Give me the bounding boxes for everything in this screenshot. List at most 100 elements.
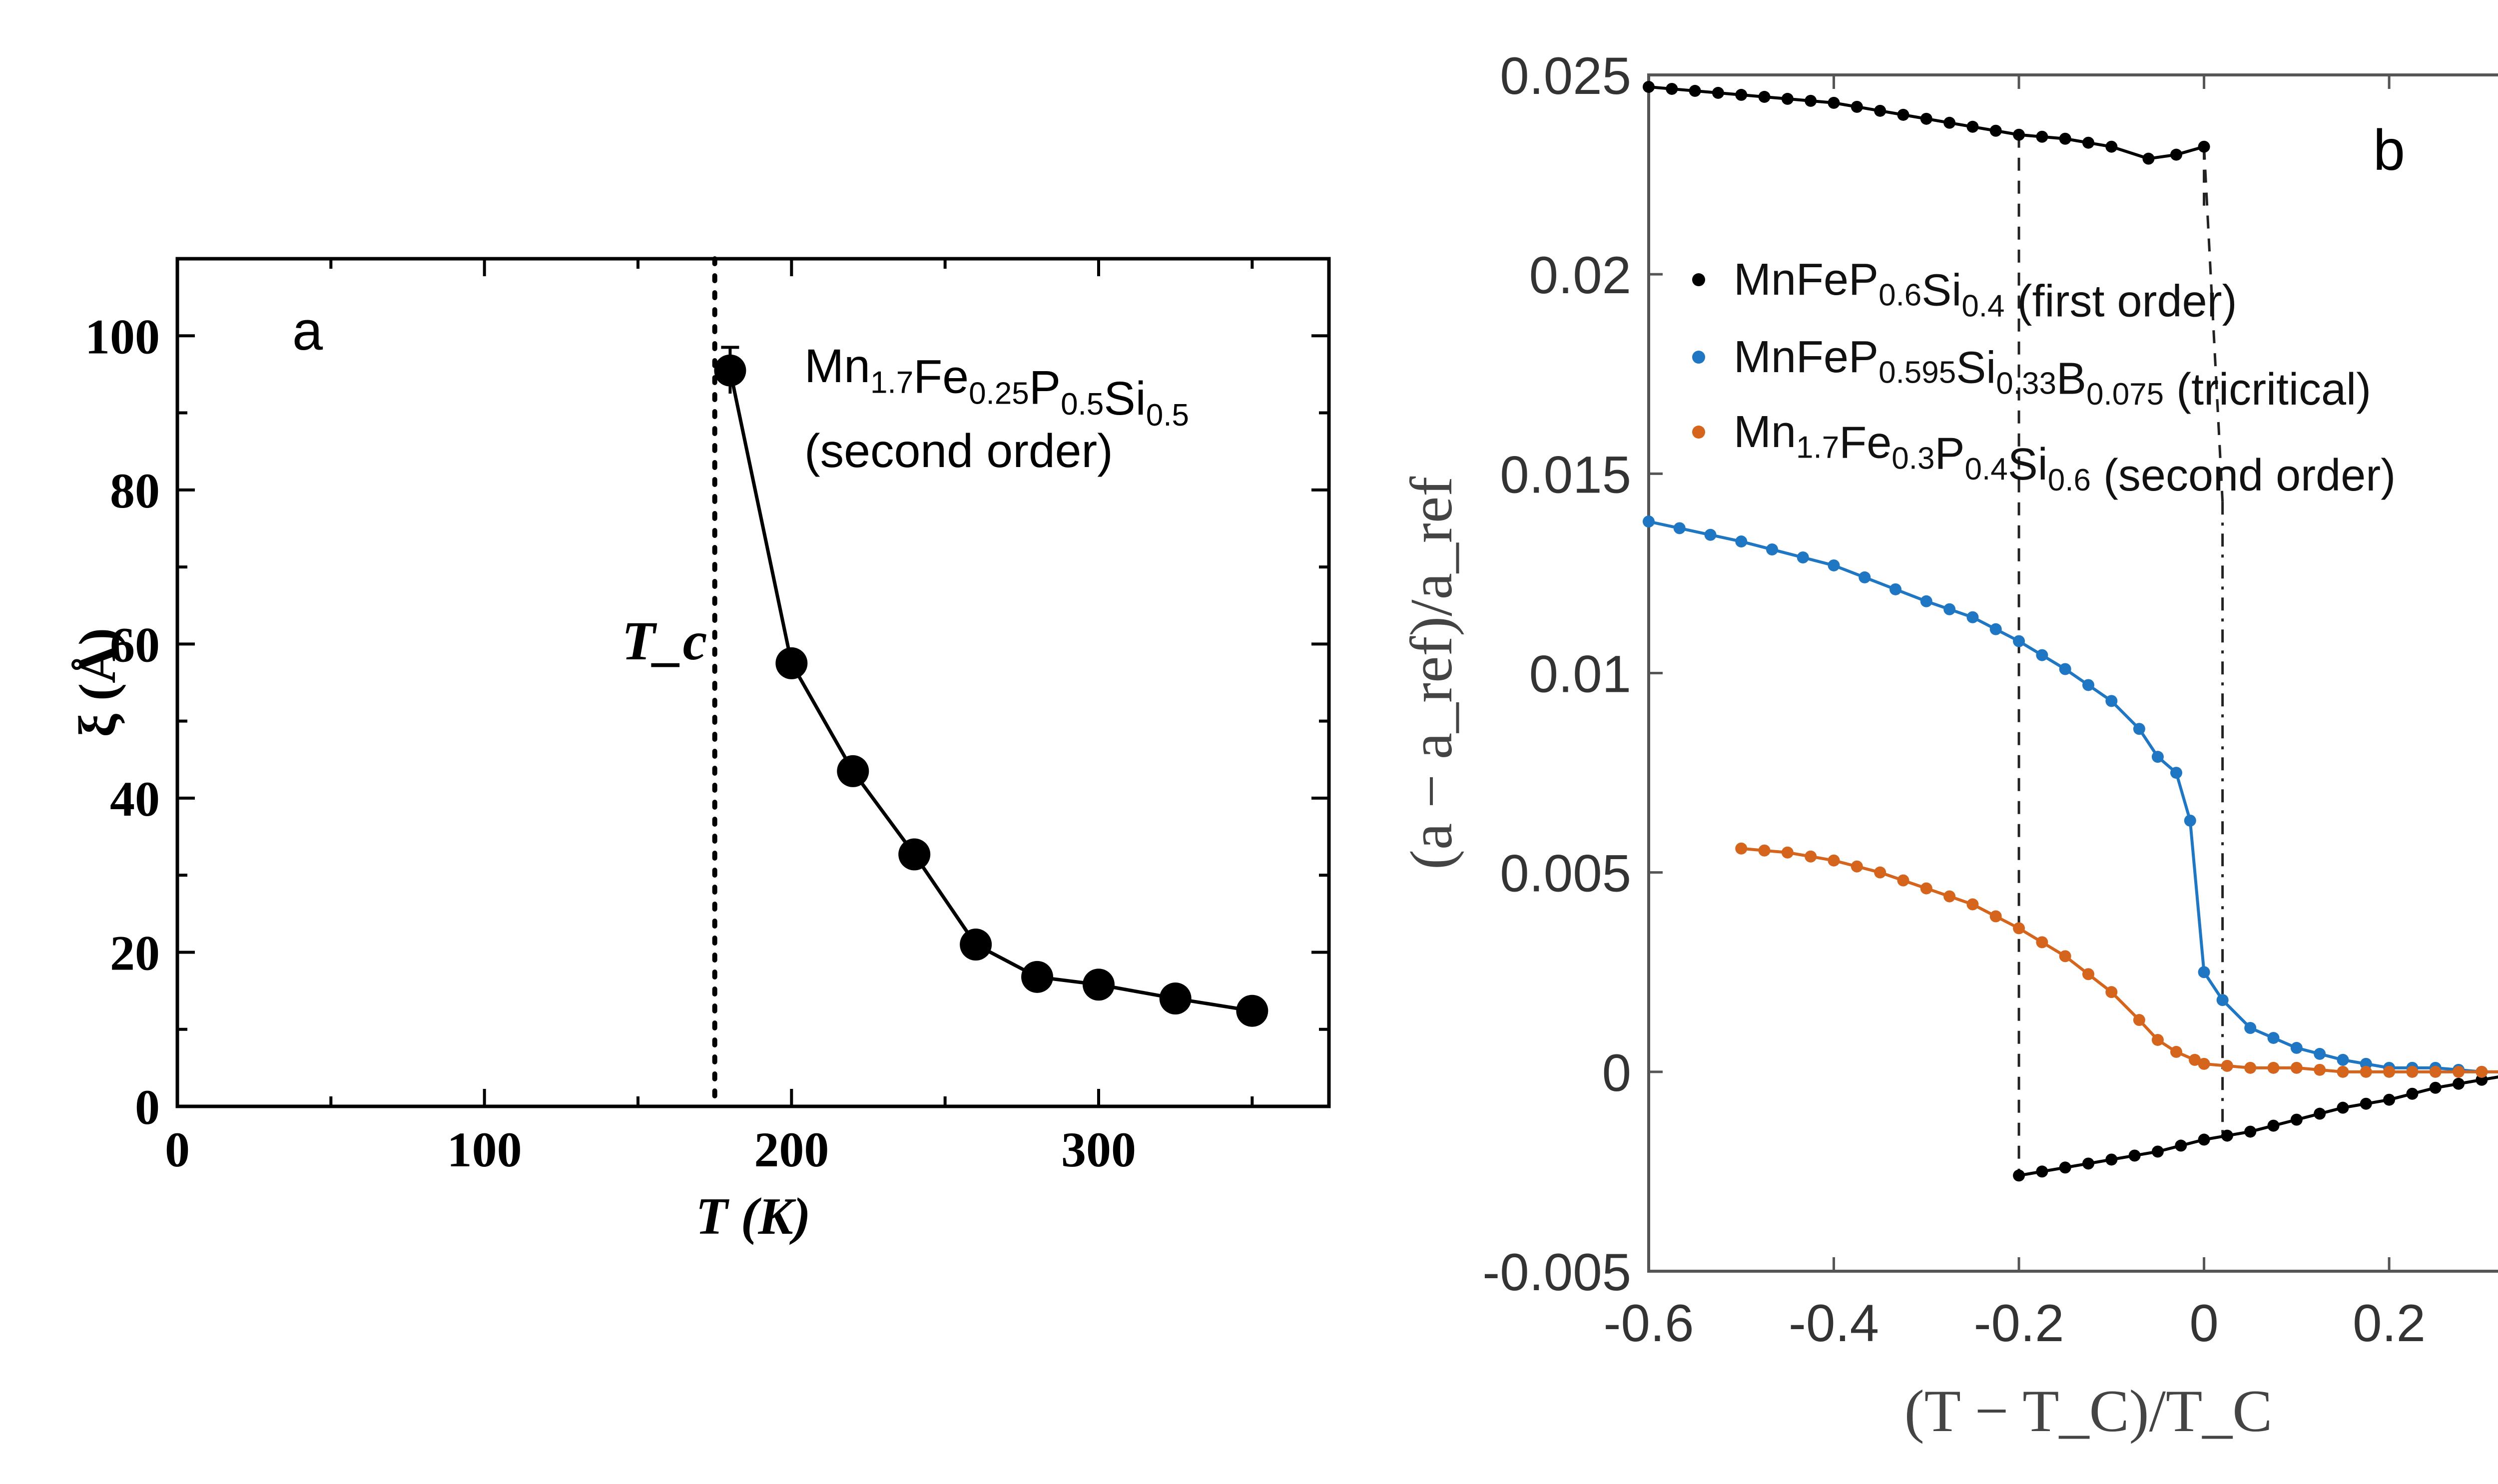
data-point-interp [1666,82,1678,95]
data-point-interp [2406,1087,2419,1100]
data-point [1874,104,1886,117]
data-point [2198,1133,2210,1146]
data-point-interp [1805,850,1817,863]
data-point [2013,1169,2025,1182]
x-tick-label: -0.2 [1974,1294,2064,1353]
data-point-interp [1859,571,1871,583]
x-tick-label: 200 [754,1122,829,1177]
data-point [2244,1061,2257,1074]
data-point [2059,663,2071,675]
data-point [2059,132,2071,145]
panel-b-dashed-lines [2017,134,2224,1176]
data-point [1689,84,1701,97]
data-point-interp [1797,551,1809,563]
data-point [1643,515,1655,528]
data-point [1236,994,1268,1027]
panel-b-series [1643,80,2498,1182]
y-tick-label: 0.005 [1500,845,1631,903]
panel-a-legend-formula: Mn1.7Fe0.25P0.5Si0.5 [804,340,1189,433]
data-point [2290,1061,2303,1074]
data-point [1966,611,1979,623]
y-tick-label: 0 [1602,1044,1631,1102]
panel-b-label: b [2373,118,2405,182]
panel-a-y-axis-label: ξ (Å) [68,628,126,737]
data-point [960,929,992,961]
data-point [2189,1053,2201,1066]
data-point [775,647,808,679]
data-point-interp [2406,1065,2419,1078]
data-point [1966,120,1979,133]
x-tick-label: -0.6 [1604,1294,1694,1353]
panel-a-tc-label: T_c [622,610,707,671]
x-tick-label: 0.2 [2353,1294,2426,1353]
panel-a-frame [175,257,1331,1108]
data-point [2383,1065,2396,1078]
data-point-interp [1673,522,1686,534]
y-tick-label: 0.015 [1500,446,1631,504]
data-point [898,838,931,871]
panel-a-label: a [292,300,323,362]
y-tick-label: -0.005 [1482,1243,1631,1302]
data-point [2198,1057,2210,1070]
y-tick-label: 0 [135,1079,160,1135]
data-point-interp [2036,130,2048,143]
data-point [1643,80,1655,93]
legend-label: Mn1.7Fe0.3P0.4Si0.6 (second order) [1734,407,2396,500]
y-tick-label: 40 [110,771,160,827]
data-point-interp [2082,1157,2094,1170]
data-point-interp [2175,1139,2187,1152]
data-point-interp [1758,844,1771,857]
data-point-interp [1851,860,1863,873]
data-point [837,755,869,787]
panel-a-x-axis-label: T (K) [695,1187,810,1245]
data-point-interp [2036,1165,2048,1178]
data-point [2290,1113,2303,1126]
data-point [1159,983,1192,1015]
data-point-interp [1851,100,1863,113]
panel-a-series [714,346,1268,1027]
y-tick-label: 0.025 [1500,47,1631,105]
panel-b: -0.6 -0.4 -0.2 0 0.2 -0.005 0 0.005 0.01 0.015 0.0… [1398,47,2498,1444]
data-point-interp [1897,108,1909,121]
x-tick-label: 100 [447,1122,522,1177]
data-point [1021,961,1054,993]
data-point [2184,814,2196,827]
x-tick-label: -0.4 [1789,1294,1879,1353]
series-line [1741,847,2498,1073]
data-point-interp [2453,1077,2465,1090]
data-point [2105,986,2118,998]
data-point-interp [1989,124,2002,137]
data-point-interp [1889,583,1902,595]
legend-marker [1692,351,1705,364]
data-point-interp [1943,603,1956,615]
series-line [1648,520,2498,1073]
y-tick-label: 0.02 [1529,246,1631,305]
data-point-interp [2267,1031,2280,1044]
data-point [2059,950,2071,963]
data-point [1920,112,1932,125]
data-point [2151,1033,2164,1046]
y-tick-label: 60 [110,617,160,672]
data-point-interp [1712,86,1724,99]
panel-b-x-axis-label: (T − T_C)/T_C [1904,1378,2273,1444]
data-point [1966,898,1979,911]
data-point-interp [1897,874,1909,887]
data-point [2429,1081,2442,1094]
data-point-interp [1989,910,2002,923]
y-tick-label: 100 [85,309,160,364]
data-point-interp [2082,136,2094,149]
data-point [1828,854,1840,867]
data-point [2170,148,2182,161]
legend-label: MnFeP0.595Si0.33B0.075 (tricritical) [1734,332,2371,415]
data-point [2142,152,2155,165]
data-point-interp [1758,90,1771,103]
data-point-interp [2128,1149,2141,1162]
data-point [1735,842,1748,855]
data-point [1781,846,1794,859]
x-tick-label: 0 [165,1122,190,1177]
data-point [2216,994,2229,1006]
data-point [1735,88,1748,101]
data-point [1735,535,1748,548]
data-point-interp [2267,1119,2280,1132]
